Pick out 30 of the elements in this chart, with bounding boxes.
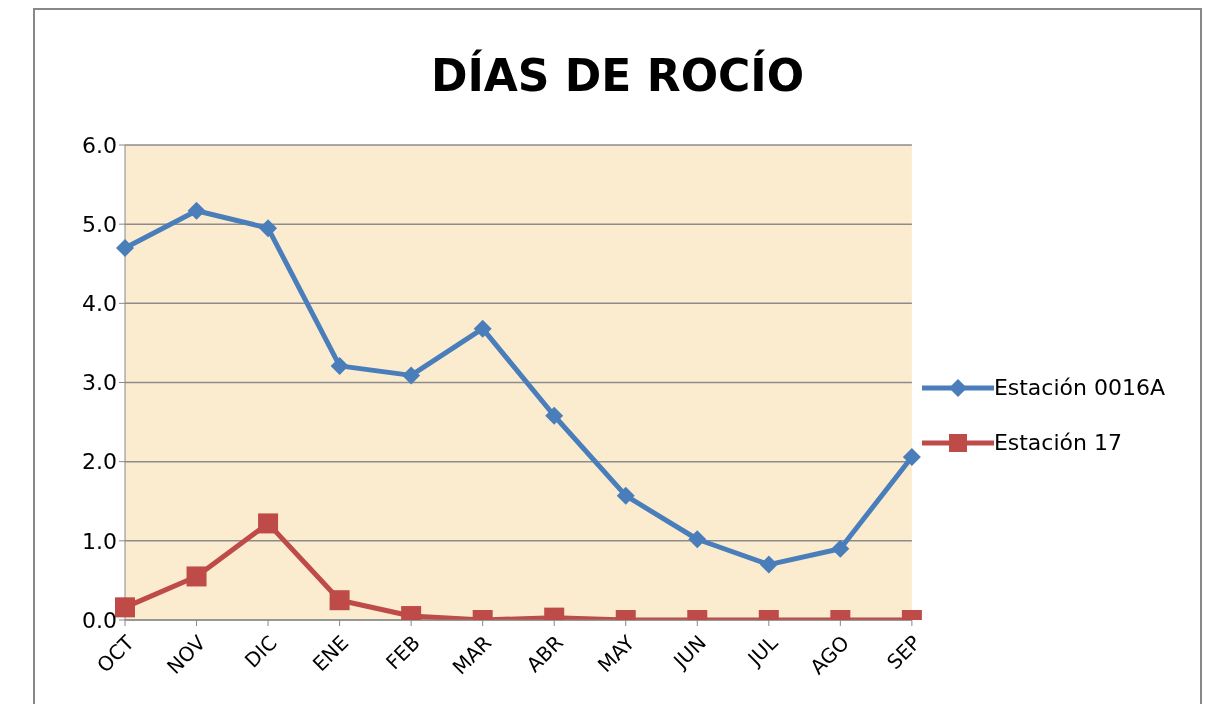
x-tick-label: FEB xyxy=(380,630,425,675)
y-tick-label: 6.0 xyxy=(82,132,117,158)
y-tick-label: 4.0 xyxy=(82,291,117,317)
y-tick-label: 1.0 xyxy=(82,528,117,554)
y-tick-label: 2.0 xyxy=(82,449,117,475)
y-tick-label: 5.0 xyxy=(82,211,117,237)
point xyxy=(473,319,492,338)
point xyxy=(187,201,206,220)
point xyxy=(330,356,349,375)
point xyxy=(616,486,635,505)
point xyxy=(402,366,421,385)
point xyxy=(759,555,778,574)
point xyxy=(545,406,564,425)
point xyxy=(259,219,278,238)
point xyxy=(115,597,135,618)
x-tick-label: DIC xyxy=(239,630,282,673)
legend-label: Estación 0016A xyxy=(993,375,1165,400)
point xyxy=(688,530,707,549)
y-tick-label: 3.0 xyxy=(82,370,117,396)
x-tick-label: SEP xyxy=(882,630,926,675)
chart-title: DÍAS DE ROCÍO xyxy=(429,50,806,103)
legend-label: Estación 17 xyxy=(993,430,1122,455)
x-tick-label: JUL xyxy=(741,630,783,672)
point xyxy=(258,513,279,534)
point xyxy=(186,566,207,587)
point xyxy=(831,539,850,558)
point xyxy=(116,238,134,257)
point xyxy=(329,590,350,611)
y-tick-label: 0.0 xyxy=(82,607,117,633)
point xyxy=(902,447,921,466)
